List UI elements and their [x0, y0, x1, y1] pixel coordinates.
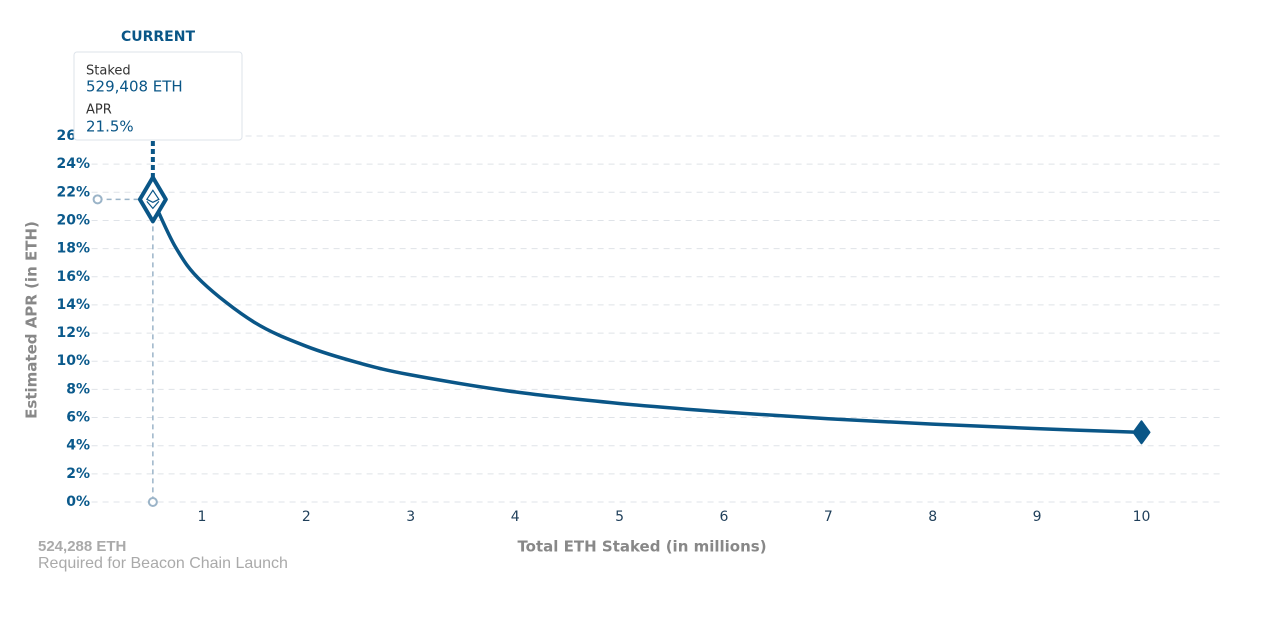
y-tick-label: 24% — [56, 156, 90, 172]
staked-label: Staked — [86, 64, 131, 79]
x-tick-label: 9 — [1033, 509, 1042, 525]
y-tick-label: 20% — [56, 212, 90, 228]
guide-dot — [147, 497, 158, 507]
y-tick-label: 0% — [66, 494, 90, 510]
y-tick-label: 18% — [56, 241, 90, 257]
x-tick-label: 1 — [198, 509, 207, 525]
x-tick-label: 5 — [615, 509, 624, 525]
apr-value: 21.5% — [86, 118, 134, 136]
eth-icon — [145, 189, 160, 210]
y-tick-label: 14% — [56, 297, 90, 313]
x-tick-label: 4 — [511, 509, 520, 525]
y-tick-label: 16% — [56, 269, 90, 285]
y-tick-label: 10% — [56, 353, 90, 369]
end-marker — [1132, 420, 1151, 445]
launch-label: Required for Beacon Chain Launch — [38, 555, 288, 572]
x-tick-label: 6 — [719, 509, 728, 525]
guide-dot — [92, 194, 103, 205]
current-title: CURRENT — [121, 29, 195, 45]
y-tick-label: 22% — [56, 184, 90, 200]
current-marker — [137, 175, 168, 224]
x-tick-label: 10 — [1133, 509, 1151, 525]
line — [151, 198, 1142, 435]
launch-value: 524,288 ETH — [38, 538, 126, 555]
tooltip-box — [73, 51, 243, 141]
staked-value: 529,408 ETH — [86, 78, 183, 96]
y-tick-label: 8% — [66, 381, 90, 397]
x-tick-label: 3 — [406, 509, 415, 525]
y-tick-label: 6% — [66, 410, 90, 426]
plot: 0%2%4%6%8%10%12%14%16%18%20%22%24%26%1 2 3… — [56, 128, 1222, 525]
apr-label: APR — [86, 103, 112, 118]
x-axis-title: Total ETH Staked (in millions) — [517, 538, 766, 556]
x-tick-label: 8 — [928, 509, 937, 525]
y-tick-label: 12% — [56, 325, 90, 341]
x-tick-label: 2 — [302, 509, 311, 525]
y-axis-title: Estimated APR (in ETH) — [23, 221, 41, 419]
y-tick-label: 2% — [66, 466, 90, 482]
y-tick-label: 4% — [66, 438, 90, 454]
x-tick-label: 7 — [824, 509, 833, 525]
tooltip: CURRENT Staked 529,408 ETH APR 21.5% — [73, 29, 243, 141]
